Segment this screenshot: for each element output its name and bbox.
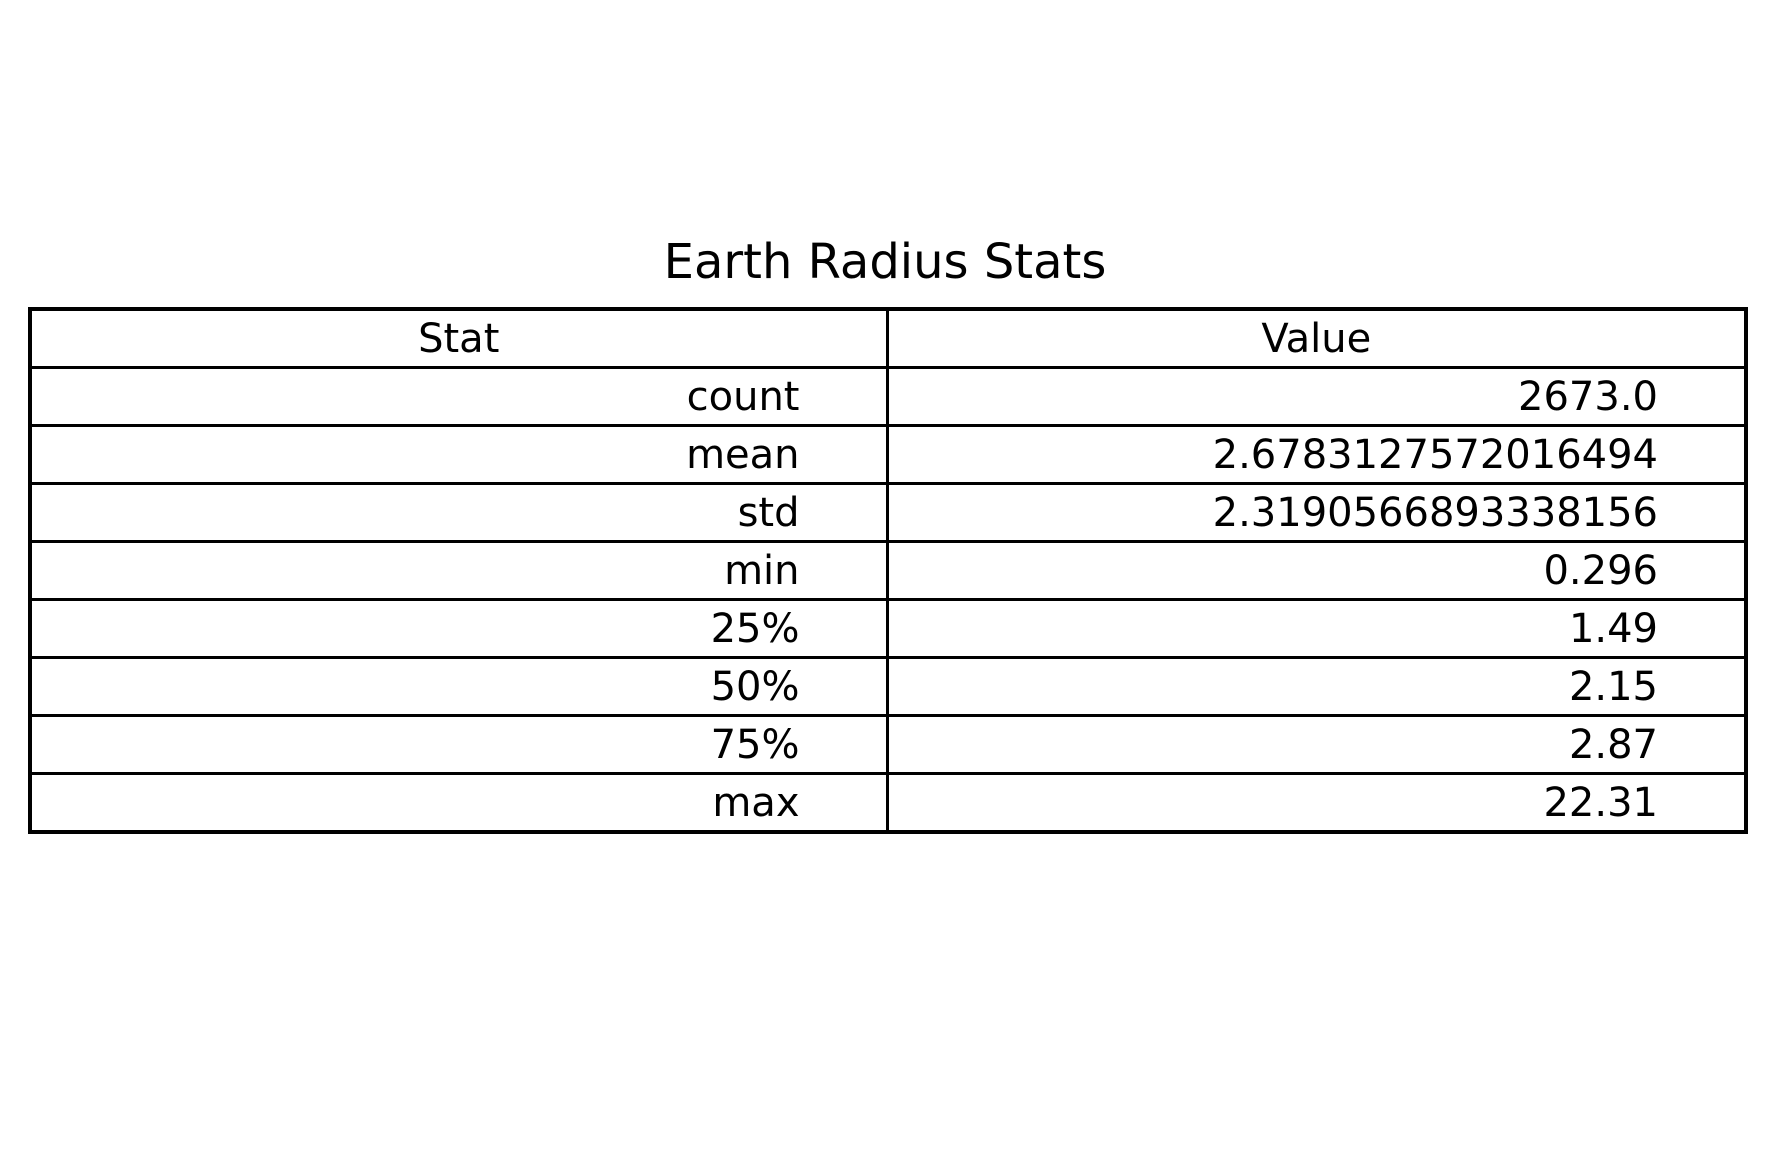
stat-value-cell: 2.6783127572016494 bbox=[885, 424, 1748, 485]
table-body: count 2673.0 mean 2.6783127572016494 std 2.31… bbox=[28, 366, 1748, 834]
table-header-row: Stat Value bbox=[28, 307, 1748, 369]
table-row: min 0.296 bbox=[28, 540, 1748, 601]
header-value: Value bbox=[885, 307, 1748, 369]
stat-name-cell: count bbox=[28, 366, 889, 427]
stat-value-cell: 22.31 bbox=[885, 772, 1748, 834]
stat-value-cell: 1.49 bbox=[885, 598, 1748, 659]
table-row: 25% 1.49 bbox=[28, 598, 1748, 659]
table-row: 50% 2.15 bbox=[28, 656, 1748, 717]
table-row: 75% 2.87 bbox=[28, 714, 1748, 775]
stat-value-cell: 2.87 bbox=[885, 714, 1748, 775]
stat-name-cell: 75% bbox=[28, 714, 889, 775]
stat-name-cell: 25% bbox=[28, 598, 889, 659]
stat-name-cell: max bbox=[28, 772, 889, 834]
stat-value-cell: 0.296 bbox=[885, 540, 1748, 601]
chart-title: Earth Radius Stats bbox=[663, 234, 1107, 290]
stat-name-cell: mean bbox=[28, 424, 889, 485]
stat-value-cell: 2.3190566893338156 bbox=[885, 482, 1748, 543]
stat-name-cell: std bbox=[28, 482, 889, 543]
table-row: max 22.31 bbox=[28, 772, 1748, 834]
table-row: mean 2.6783127572016494 bbox=[28, 424, 1748, 485]
stat-value-cell: 2.15 bbox=[885, 656, 1748, 717]
header-stat: Stat bbox=[28, 307, 889, 369]
stat-value-cell: 2673.0 bbox=[885, 366, 1748, 427]
stats-table: Stat Value count 2673.0 mean 2.678312757201… bbox=[28, 307, 1748, 834]
stat-name-cell: 50% bbox=[28, 656, 889, 717]
stat-name-cell: min bbox=[28, 540, 889, 601]
table-row: std 2.3190566893338156 bbox=[28, 482, 1748, 543]
table-row: count 2673.0 bbox=[28, 366, 1748, 427]
